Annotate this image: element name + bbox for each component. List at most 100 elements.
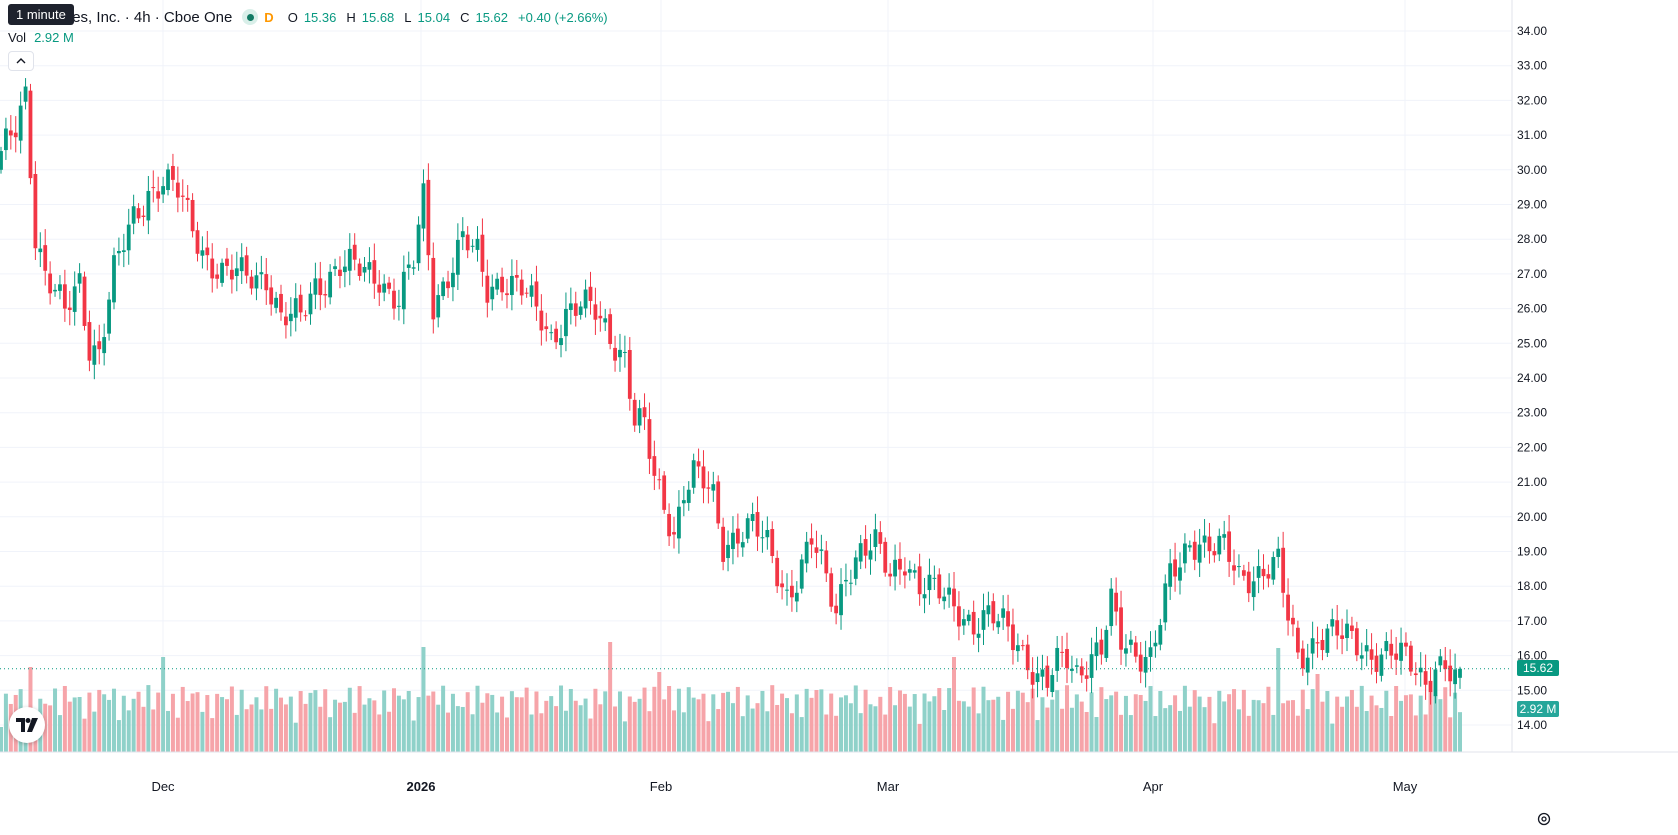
close-value: 15.62 [475, 9, 509, 25]
volume-bar [1069, 707, 1074, 752]
volume-bar [239, 689, 244, 752]
candle-body [1413, 673, 1418, 676]
volume-bar [220, 697, 225, 752]
volume-bar [1241, 689, 1246, 752]
volume-bar [1232, 689, 1237, 752]
candle-body [583, 289, 588, 309]
volume-bar [1428, 691, 1433, 752]
volume-bar [681, 712, 686, 752]
volume-bar [784, 698, 789, 752]
candle-body [1035, 673, 1040, 683]
volume-bar [318, 706, 323, 752]
volume-bar [1010, 708, 1015, 752]
candle-body [284, 316, 288, 326]
volume-bar [1364, 711, 1369, 752]
candle-body [397, 305, 401, 307]
volume-bar [843, 695, 848, 752]
candle-body [1271, 557, 1276, 580]
candle-body [28, 90, 33, 179]
volume-bar [92, 711, 97, 752]
volume-bar [396, 695, 401, 752]
y-tick-label: 25.00 [1517, 336, 1547, 350]
volume-bar [637, 698, 642, 752]
candle-body [234, 268, 239, 277]
volume-bar [716, 709, 721, 752]
candle-body [1286, 594, 1290, 621]
volume-bar [583, 698, 588, 752]
candle-body [1423, 671, 1428, 685]
candle-body [1158, 625, 1163, 645]
candle-body [986, 605, 991, 615]
candle-body [1099, 639, 1104, 655]
volume-bar [1286, 700, 1291, 752]
candle-body [249, 276, 254, 289]
volume-bar [53, 688, 58, 752]
volume-bar [745, 695, 750, 752]
candle-body [573, 303, 578, 316]
volume-bar [839, 697, 844, 752]
candle-body [534, 281, 539, 307]
volume-bar [1212, 723, 1217, 752]
candle-body [0, 151, 3, 170]
volume-bar [1133, 694, 1138, 752]
x-tick-label: 2026 [407, 779, 436, 794]
volume-bar [500, 696, 505, 752]
candle-body [976, 633, 981, 638]
tradingview-logo[interactable] [9, 707, 45, 743]
low-label: L [404, 9, 412, 25]
volume-bar [765, 711, 770, 752]
candle-body [839, 584, 843, 616]
collapse-legend-button[interactable] [8, 51, 34, 71]
volume-bar [971, 687, 976, 752]
volume-bar [848, 703, 853, 752]
volume-bar [696, 699, 701, 752]
volume-value: 2.92 M [34, 30, 74, 45]
y-tick-label: 21.00 [1517, 475, 1547, 489]
volume-bar [1153, 716, 1158, 752]
volume-bar [956, 700, 961, 752]
candle-body [1168, 563, 1173, 587]
candle-body [858, 543, 863, 562]
volume-bar [1403, 695, 1408, 752]
candle-body [1428, 680, 1433, 693]
volume-bar [559, 685, 564, 752]
candle-body [657, 479, 662, 481]
candle-body [883, 541, 888, 573]
open-label: O [287, 9, 298, 25]
candle-body [1084, 675, 1089, 679]
volume-bar [254, 697, 259, 752]
candle-body [780, 583, 784, 588]
candle-body [175, 182, 180, 198]
volume-bar [1423, 714, 1428, 752]
y-tick-label: 32.00 [1517, 93, 1547, 107]
candle-body [1399, 642, 1403, 661]
candle-body [372, 260, 377, 284]
settings-gear-icon[interactable] [1536, 811, 1552, 827]
volume-bar [1433, 695, 1438, 752]
candle-body [274, 297, 278, 308]
volume-bar [1065, 685, 1070, 752]
volume-bar [750, 708, 755, 752]
candle-body [662, 475, 667, 510]
candle-body [902, 571, 907, 576]
y-tick-label: 23.00 [1517, 406, 1547, 420]
candle-body [1030, 672, 1035, 685]
volume-bar [1094, 717, 1099, 752]
volume-bar [534, 691, 539, 752]
low-value: 15.04 [417, 9, 451, 25]
x-tick-label: May [1393, 779, 1418, 794]
volume-bar [72, 697, 77, 752]
candle-body [333, 266, 337, 270]
candle-body [1305, 657, 1310, 673]
candle-body [121, 250, 126, 253]
candle-body [937, 574, 942, 599]
volume-bar [947, 688, 952, 752]
volume-bar [1384, 690, 1389, 752]
candle-body [205, 247, 210, 256]
candle-body [637, 408, 642, 426]
candle-body [514, 275, 519, 278]
candle-body [426, 179, 431, 256]
market-status[interactable]: D [242, 9, 281, 25]
candle-body [82, 276, 87, 326]
